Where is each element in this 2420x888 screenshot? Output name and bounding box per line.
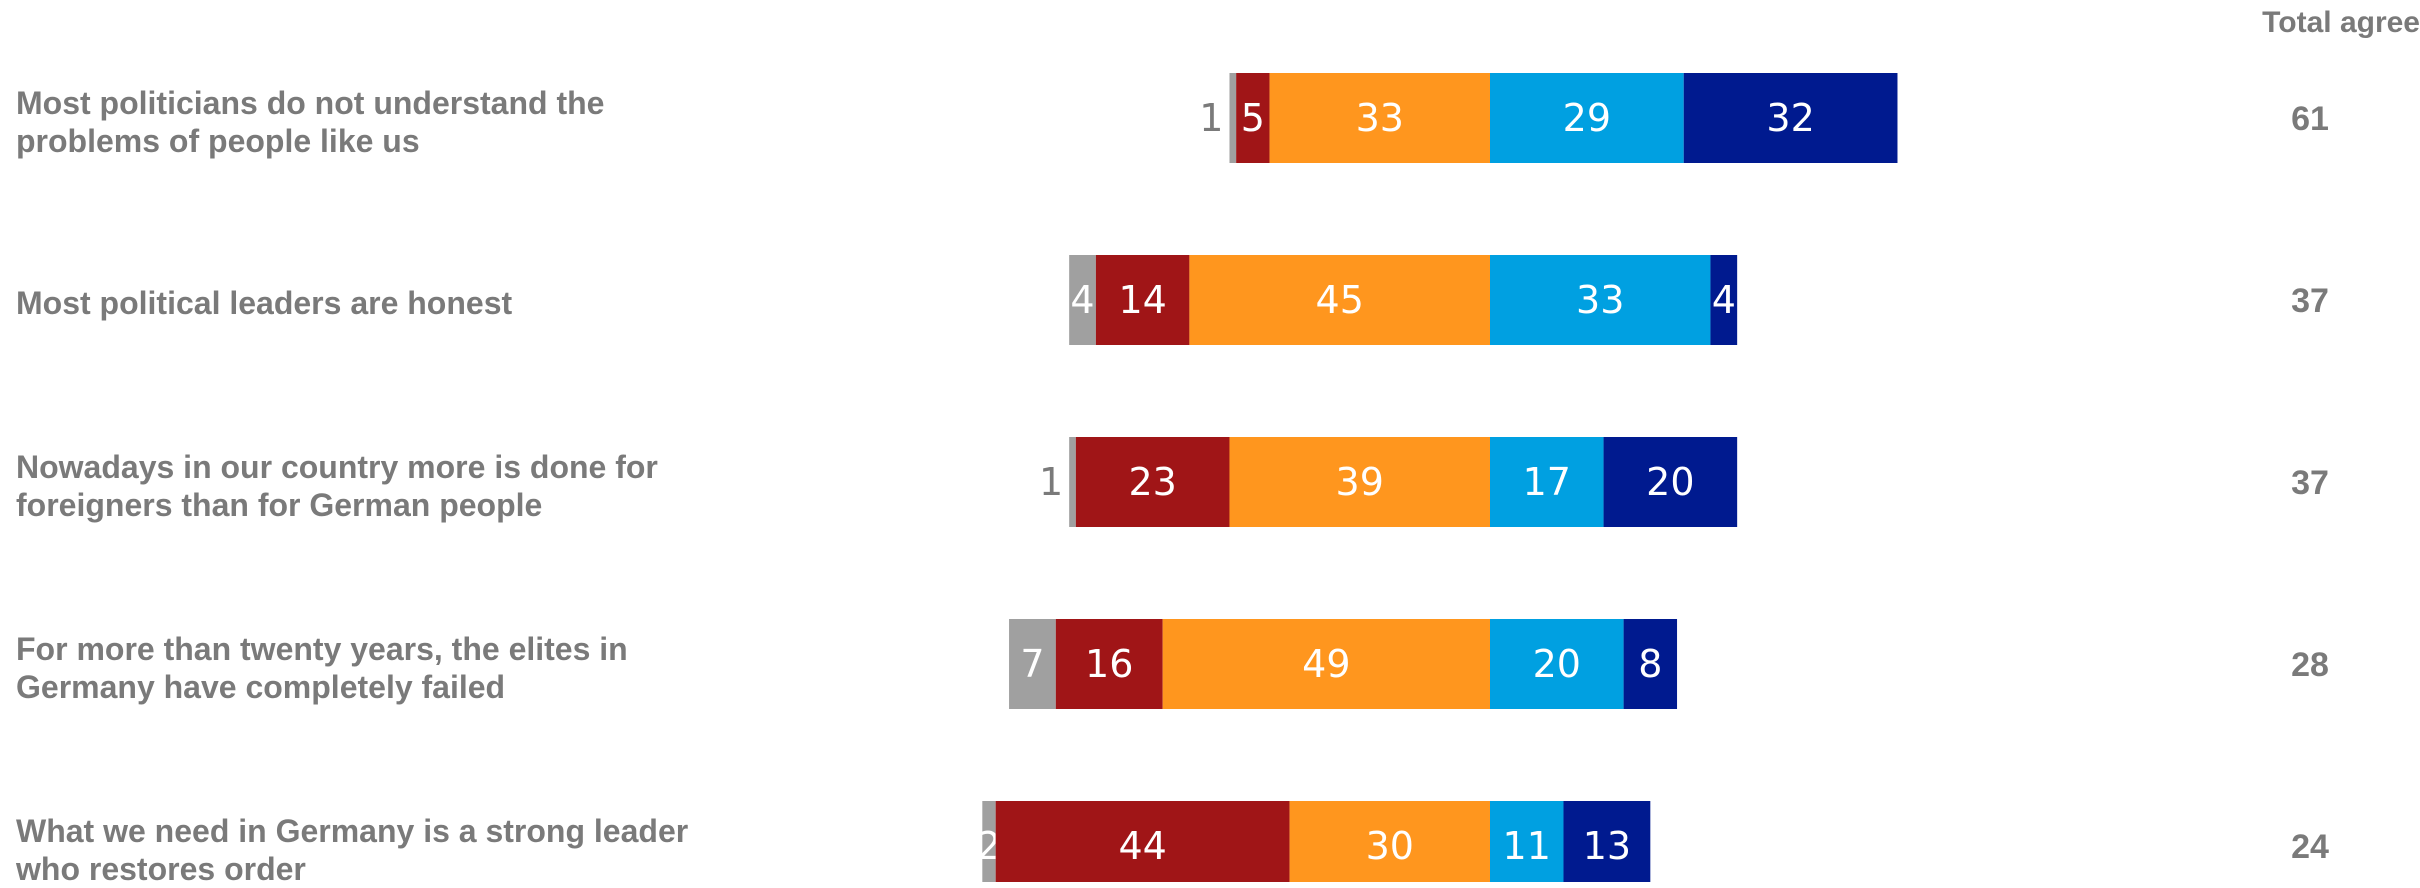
bar-value-label: 20 [1533,642,1581,686]
bar-segment [1490,437,1604,527]
bar-value-label: 30 [1366,824,1414,868]
bar-segment [1289,801,1490,882]
bar-segment [1563,801,1651,882]
category-label-line: Germany have completely failed [16,669,506,705]
category-label: For more than twenty years, the elites i… [16,630,736,706]
bar-value-label: 33 [1576,278,1624,322]
bar-value-label: 29 [1563,96,1611,140]
category-label: Nowadays in our country more is done for… [16,448,736,524]
category-label-line: For more than twenty years, the elites i… [16,631,628,667]
total-agree-value: 28 [2291,646,2329,684]
category-label: Most political leaders are honest [16,284,736,322]
total-agree-value: 24 [2291,828,2329,866]
bar-segment [1069,437,1076,527]
bar-segment [1490,619,1624,709]
bar-value-label: 7 [1020,642,1044,686]
bar-segment [1229,73,1237,163]
bar-segment [1069,255,1096,345]
bar-value-label: 1 [1199,96,1223,140]
bar-segment [1490,73,1684,163]
bar-value-label: 5 [1241,96,1265,140]
category-label-line: problems of people like us [16,123,420,159]
bar-value-label: 4 [1712,278,1736,322]
category-label-line: Most political leaders are honest [16,285,513,321]
bar-value-label: 8 [1638,642,1662,686]
bar-segment [1710,255,1738,345]
bar-value-label: 23 [1128,460,1176,504]
category-label-line: who restores order [16,851,306,887]
total-agree-value: 37 [2291,464,2329,502]
category-label-line: What we need in Germany is a strong lead… [16,813,689,849]
bar-segment [1009,619,1056,709]
bar-value-label: 14 [1118,278,1166,322]
bar-segment [1490,255,1711,345]
total-agree-header: Total agree [2262,6,2420,39]
bar-segment [982,801,996,882]
bar-value-label: 4 [1070,278,1094,322]
bar-segment [1055,619,1163,709]
bar-value-label: 44 [1118,824,1166,868]
category-label-line: Most politicians do not understand the [16,85,605,121]
bar-segment [1229,437,1490,527]
bar-segment [1162,619,1490,709]
category-label: What we need in Germany is a strong lead… [16,812,736,888]
bar-value-label: 49 [1302,642,1350,686]
bar-value-label: 33 [1356,96,1404,140]
bar-value-label: 1 [1039,460,1063,504]
bar-segment [1075,437,1230,527]
bar-value-label: 32 [1766,96,1814,140]
category-label-line: Nowadays in our country more is done for [16,449,658,485]
bar-value-label: 11 [1503,824,1551,868]
bar-value-label: 17 [1523,460,1571,504]
bar-segment [1236,73,1270,163]
total-agree-value: 37 [2291,282,2329,320]
bar-value-label: 45 [1316,278,1364,322]
bar-value-label: 13 [1583,824,1631,868]
bar-value-label: 20 [1646,460,1694,504]
bar-segment [1095,255,1190,345]
category-label: Most politicians do not understand the pr… [16,84,736,160]
total-agree-value: 61 [2291,100,2329,138]
bar-segment [995,801,1290,882]
bar-segment [1683,73,1898,163]
bar-value-label: 16 [1085,642,1133,686]
category-label-line: foreigners than for German people [16,487,543,523]
bar-segment [1623,619,1678,709]
bar-segment [1269,73,1490,163]
bar-value-label: 39 [1336,460,1384,504]
bar-segment [1189,255,1490,345]
bar-segment [1490,801,1564,882]
bar-segment [1603,437,1738,527]
